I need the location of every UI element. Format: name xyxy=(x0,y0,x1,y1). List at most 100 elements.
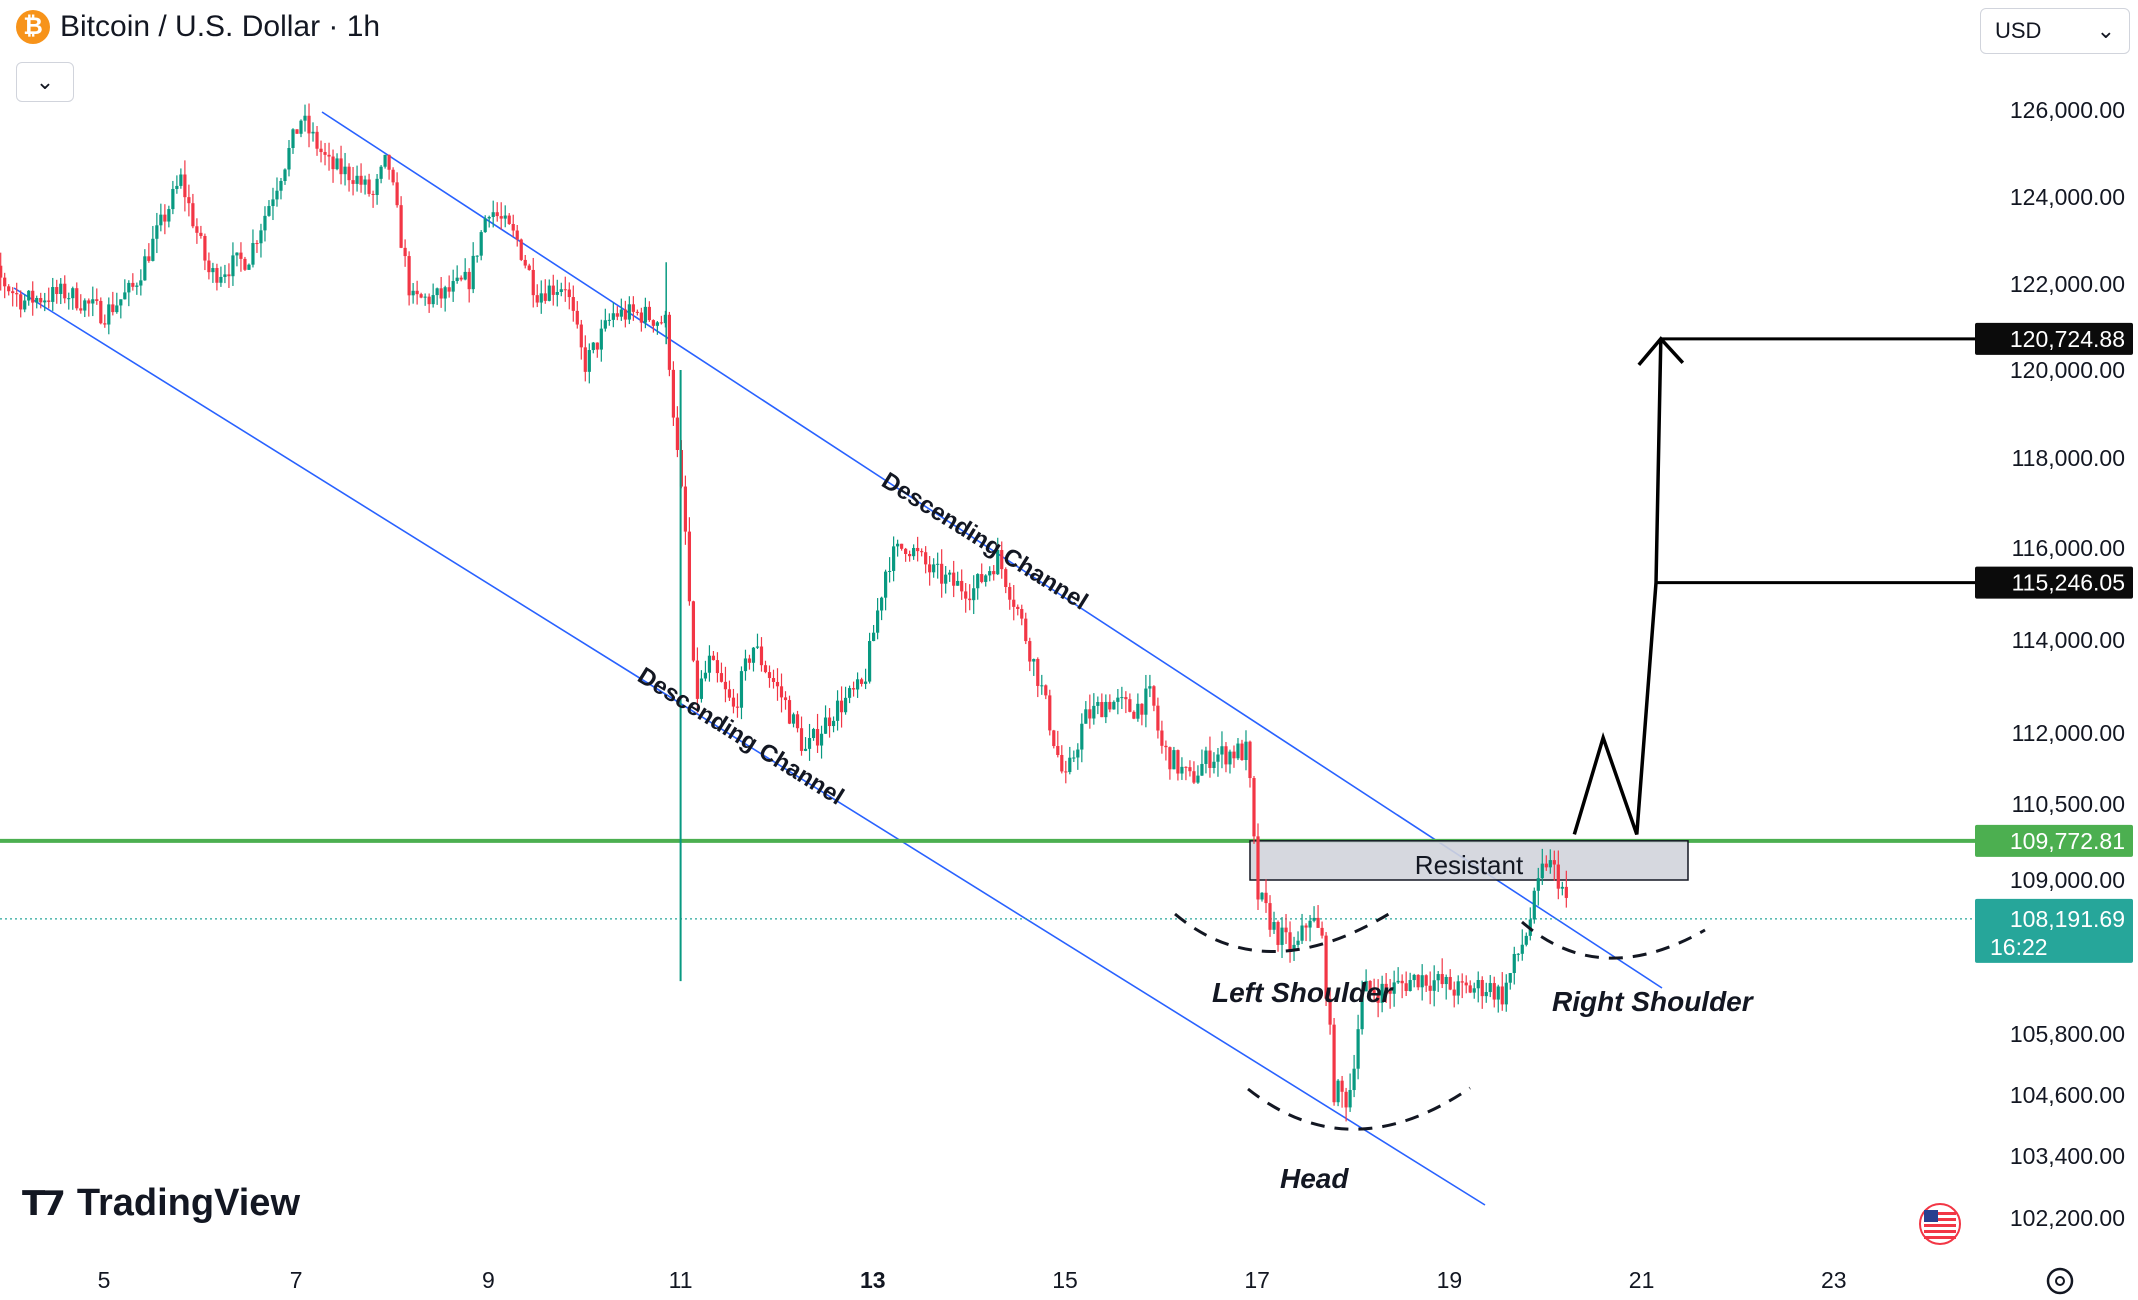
candle-body xyxy=(759,646,764,666)
candle-body xyxy=(739,671,744,708)
y-tick-label: 109,000.00 xyxy=(2010,867,2125,893)
x-tick-label: 9 xyxy=(482,1267,495,1293)
candle-body xyxy=(315,131,319,149)
candle-body xyxy=(103,323,107,325)
candle-body xyxy=(1224,746,1228,765)
candle-body xyxy=(735,706,740,708)
candle-body xyxy=(227,274,231,277)
candle-body xyxy=(859,679,864,684)
candle-body xyxy=(39,298,43,303)
candle-body xyxy=(363,179,367,185)
candle-body xyxy=(663,314,667,324)
candle-body xyxy=(267,206,271,216)
candle-body xyxy=(83,300,87,311)
candle-body xyxy=(67,298,71,300)
candle-body xyxy=(203,235,207,261)
candle-body xyxy=(1244,741,1248,761)
candle-body xyxy=(479,232,483,256)
candle-body xyxy=(247,264,251,270)
candle-body xyxy=(91,299,95,304)
candle-body xyxy=(1416,974,1420,988)
candle-body xyxy=(1404,983,1408,991)
candle-body xyxy=(171,188,175,210)
candle-body xyxy=(15,293,19,295)
candle-body xyxy=(819,733,824,746)
candle-body xyxy=(439,288,443,299)
candle-body xyxy=(960,580,964,592)
candle-body xyxy=(831,720,836,727)
candle-body xyxy=(519,239,523,260)
candle-body xyxy=(1180,766,1184,774)
y-tick-label: 124,000.00 xyxy=(2010,184,2125,210)
candle-body xyxy=(431,295,435,305)
y-tick-label: 110,500.00 xyxy=(2012,791,2125,817)
candle-body xyxy=(1200,763,1204,776)
candle-body xyxy=(271,199,275,207)
candle-body xyxy=(815,729,820,746)
candle-body xyxy=(1384,983,1388,990)
candle-body xyxy=(1216,754,1220,762)
candle-body xyxy=(1060,754,1064,772)
candle-body xyxy=(419,294,423,298)
candle-body xyxy=(1436,974,1440,981)
candle-body xyxy=(803,748,808,751)
candle-body xyxy=(303,115,307,121)
collapse-button[interactable]: ⌄ xyxy=(16,62,74,102)
candle-body xyxy=(767,672,772,679)
candle-body xyxy=(311,131,315,134)
candle-body xyxy=(932,564,936,573)
tradingview-logo[interactable]: T7 TradingView xyxy=(22,1182,300,1225)
candle-body xyxy=(611,313,615,320)
candle-body xyxy=(1228,751,1232,765)
candle-body xyxy=(543,293,547,301)
candle-body xyxy=(900,543,904,549)
x-tick-label: 5 xyxy=(98,1267,111,1293)
candle-body xyxy=(1124,697,1128,700)
candle-body xyxy=(1464,982,1468,986)
candle-body xyxy=(707,655,712,673)
chevron-down-icon: ⌄ xyxy=(2096,18,2115,43)
candle-body xyxy=(1564,886,1568,898)
candle-body xyxy=(783,697,788,701)
candle-body xyxy=(459,277,463,280)
candle-body xyxy=(23,300,27,310)
candle-body xyxy=(483,218,487,233)
candle-body xyxy=(63,283,67,299)
gear-icon-center xyxy=(2055,1276,2065,1286)
candle-body xyxy=(491,212,495,217)
candle-body xyxy=(579,324,583,348)
candle-body xyxy=(1044,685,1048,696)
candle-body xyxy=(1532,890,1536,920)
candle-body xyxy=(1152,686,1156,706)
candle-body xyxy=(1372,990,1376,995)
symbol-title[interactable]: Bitcoin / U.S. Dollar · 1h xyxy=(60,10,381,43)
candle-body xyxy=(827,717,832,727)
candle-body xyxy=(715,660,720,674)
candle-body xyxy=(1036,659,1040,686)
candle-body xyxy=(1420,975,1424,988)
candle-body xyxy=(487,216,491,219)
x-tick-label: 17 xyxy=(1244,1267,1270,1293)
candle-body xyxy=(1392,982,1396,994)
candle-body xyxy=(972,588,976,601)
candle-body xyxy=(323,152,327,155)
candle-body xyxy=(1084,709,1088,724)
candle-body xyxy=(87,300,91,304)
candle-body xyxy=(1332,1024,1336,1103)
currency-select[interactable]: USD ⌄ xyxy=(1980,8,2130,54)
candle-body xyxy=(791,714,796,724)
candle-body xyxy=(711,655,716,661)
candle-body xyxy=(435,288,439,296)
candle-body xyxy=(239,252,243,259)
candle-body xyxy=(35,298,39,303)
candle-body xyxy=(327,154,331,157)
candle-body xyxy=(1256,836,1260,900)
candle-body xyxy=(1100,702,1104,718)
candle-body xyxy=(1208,750,1212,768)
candle-body xyxy=(948,572,952,575)
candle-body xyxy=(1476,980,1480,989)
candle-body xyxy=(1492,983,1496,1000)
candle-body xyxy=(924,552,928,565)
candle-body xyxy=(984,575,988,582)
